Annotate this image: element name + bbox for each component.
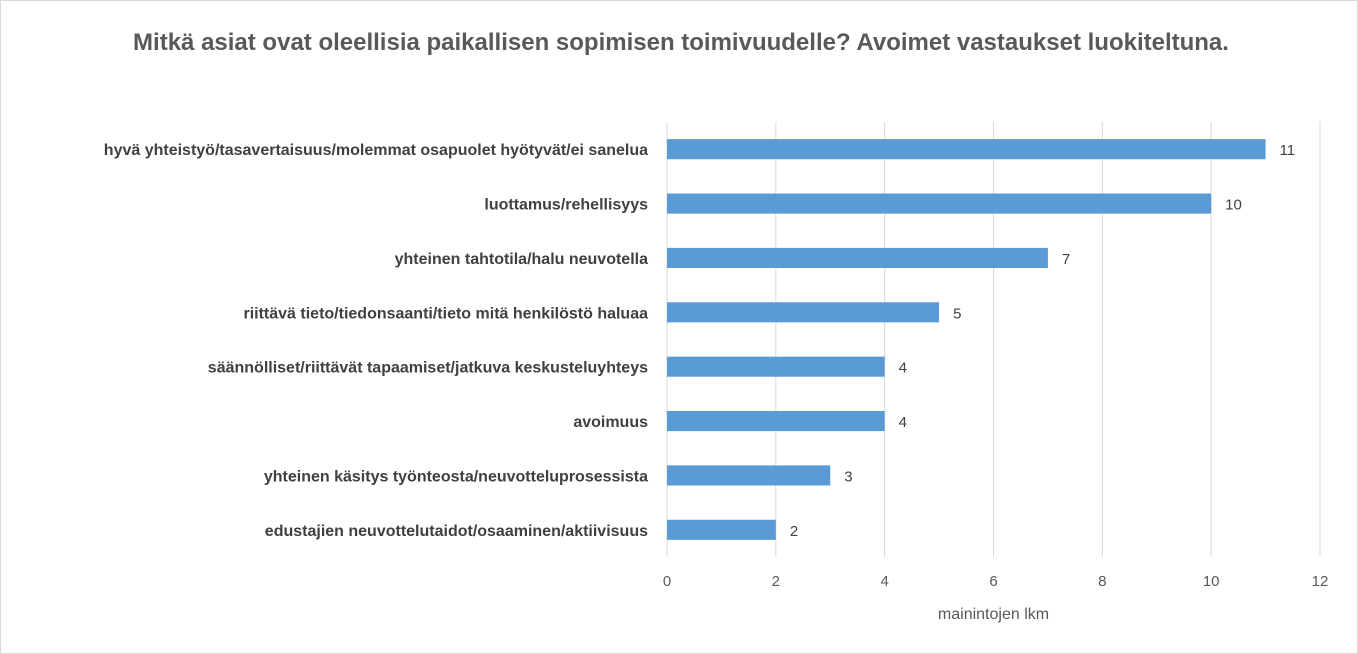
bar (667, 139, 1266, 160)
data-label: 3 (844, 468, 852, 485)
x-tick-label: 2 (772, 573, 780, 590)
category-label: edustajien neuvottelutaidot/osaaminen/ak… (265, 523, 648, 540)
chart-title: Mitkä asiat ovat oleellisia paikallisen … (133, 29, 1229, 56)
bar (667, 193, 1212, 214)
data-label: 4 (899, 360, 907, 377)
data-labels: 11 10 7 5 4 4 3 2 (790, 142, 1295, 540)
gridlines (666, 122, 1321, 557)
x-tick-label: 8 (1098, 573, 1106, 590)
data-label: 11 (1280, 142, 1296, 159)
bar (667, 465, 831, 486)
bar (667, 356, 885, 377)
bar (667, 411, 885, 432)
bar (667, 247, 1048, 268)
category-label: yhteinen käsitys työnteosta/neuvottelupr… (264, 468, 648, 485)
data-label: 4 (899, 414, 907, 431)
bar (667, 302, 940, 323)
data-label: 2 (790, 523, 798, 540)
x-tick-label: 4 (880, 573, 888, 590)
category-label: säännölliset/riittävät tapaamiset/jatkuv… (208, 360, 648, 377)
bar (667, 519, 776, 540)
x-axis-label: mainintojen lkm (938, 606, 1049, 623)
category-label: riittävä tieto/tiedonsaanti/tieto mitä h… (243, 305, 648, 322)
x-tick-label: 6 (989, 573, 997, 590)
x-tick-label: 0 (663, 573, 671, 590)
data-label: 5 (953, 305, 961, 322)
category-labels: hyvä yhteistyö/tasavertaisuus/molemmat o… (104, 142, 648, 540)
category-label: hyvä yhteistyö/tasavertaisuus/molemmat o… (104, 142, 648, 159)
category-label: luottamus/rehellisyys (484, 197, 648, 214)
x-tick-label: 10 (1203, 573, 1220, 590)
bars (667, 139, 1266, 540)
category-label: yhteinen tahtotila/halu neuvotella (395, 251, 648, 268)
x-tick-labels: 0 2 4 6 8 10 12 (663, 573, 1329, 590)
data-label: 10 (1225, 197, 1242, 214)
data-label: 7 (1062, 251, 1070, 268)
x-tick-label: 12 (1312, 573, 1329, 590)
category-label: avoimuus (573, 414, 648, 431)
